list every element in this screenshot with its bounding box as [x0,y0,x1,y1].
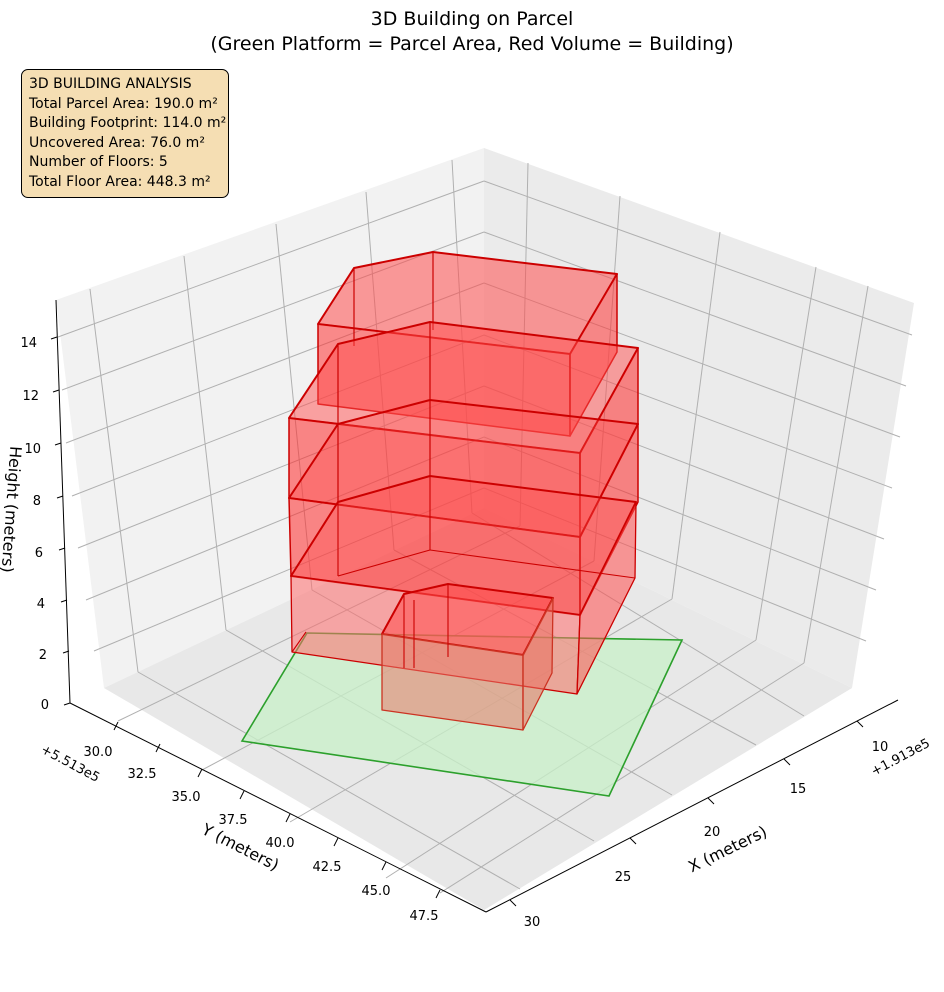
grid-right-h [483,231,907,387]
info-number-of-floors: Number of Floors: 5 [29,154,168,170]
x-tick-label: 20 [704,825,721,840]
building-volume [288,251,639,731]
info-box-heading: 3D BUILDING ANALYSIS [29,76,192,92]
z-tick-label: 2 [39,648,47,663]
x-axis-label: X (meters) [685,822,770,876]
x-tick-label: 30 [524,915,541,930]
grid-left-v [89,288,139,673]
floor-box-3 [288,399,639,616]
x-tick-label: 25 [615,870,632,885]
z-tick-label: 12 [22,389,39,404]
tick-marks [50,336,864,907]
z-tick-label: 6 [35,546,43,561]
chart-title: 3D Building on Parcel [371,8,574,30]
grid-floor [439,662,805,894]
grid-right-v [755,266,817,641]
z-tick-label: 14 [20,336,37,351]
info-building-footprint: Building Footprint: 114.0 m² [29,115,227,131]
grid-right-v [803,285,869,664]
grid-left-h [57,180,485,338]
y-tick-label: 32.5 [128,767,157,782]
grid-right-v [671,231,721,600]
y-axis-line [69,702,487,913]
x-tick-label: 15 [790,782,807,797]
y-tick-label: 47.5 [410,909,439,924]
floor-box-1 [381,583,554,731]
y-tick-label: 40.0 [266,836,295,851]
y-tick-labels: 30.0 32.5 35.0 37.5 40.0 42.5 45.0 47.5 [84,745,439,924]
grid-right-h [483,180,913,336]
y-tick-label: 30.0 [84,745,113,760]
z-tick-labels: 14 12 10 8 6 4 2 0 [20,336,49,713]
axes [55,299,899,913]
x-axis-line [485,699,899,913]
x-tick-label: 10 [872,740,889,755]
info-uncovered-area: Uncovered Area: 76.0 m² [29,134,205,151]
chart-subtitle: (Green Platform = Parcel Area, Red Volum… [210,33,733,55]
z-axis-line [55,299,71,704]
z-tick-label: 4 [37,597,45,612]
y-tick-label: 45.0 [362,884,391,899]
z-tick-label: 10 [24,442,41,457]
x-tick-labels: 10 15 20 25 30 [524,740,889,930]
y-tick-label: 37.5 [219,813,248,828]
info-total-floor-area: Total Floor Area: 448.3 m² [29,173,211,190]
y-tick-label: 42.5 [313,860,342,875]
info-box: 3D BUILDING ANALYSIS Total Parcel Area: … [21,69,229,198]
grid-left-v [183,255,227,631]
grid-floor [137,671,521,890]
z-tick-label: 0 [41,698,49,713]
z-tick-label: 8 [33,494,41,509]
z-axis-label: Height (meters) [0,445,25,573]
info-total-parcel-area: Total Parcel Area: 190.0 m² [29,95,218,112]
y-tick-label: 35.0 [172,790,201,805]
